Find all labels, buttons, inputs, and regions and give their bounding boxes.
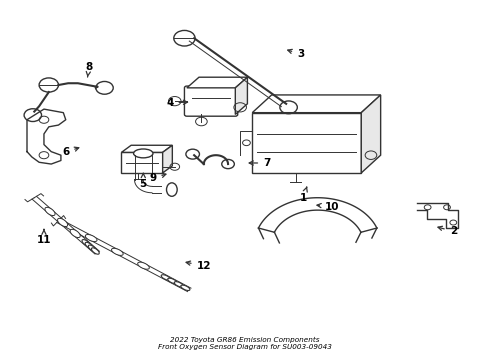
Ellipse shape: [88, 245, 96, 252]
Ellipse shape: [167, 183, 177, 196]
Ellipse shape: [57, 218, 68, 226]
Ellipse shape: [92, 248, 99, 254]
Text: 8: 8: [85, 62, 93, 77]
Text: 12: 12: [186, 261, 211, 271]
Ellipse shape: [138, 262, 149, 269]
Bar: [252, 113, 361, 173]
Polygon shape: [235, 77, 247, 114]
Ellipse shape: [82, 239, 90, 246]
Polygon shape: [252, 95, 381, 113]
Polygon shape: [163, 145, 172, 173]
Polygon shape: [361, 95, 381, 173]
Ellipse shape: [70, 229, 80, 238]
Ellipse shape: [161, 275, 171, 280]
Ellipse shape: [168, 278, 177, 284]
Text: 10: 10: [317, 202, 340, 212]
Ellipse shape: [134, 149, 153, 158]
Text: 7: 7: [249, 158, 270, 168]
Ellipse shape: [112, 248, 123, 255]
Polygon shape: [122, 145, 172, 152]
Text: 4: 4: [166, 98, 188, 108]
FancyBboxPatch shape: [184, 86, 238, 116]
Ellipse shape: [45, 207, 55, 216]
Text: 3: 3: [288, 49, 304, 59]
Text: 2: 2: [438, 226, 457, 237]
Text: 6: 6: [62, 147, 79, 157]
Text: 9: 9: [149, 173, 166, 183]
Ellipse shape: [181, 285, 190, 291]
Text: 5: 5: [140, 173, 147, 189]
Ellipse shape: [85, 234, 97, 242]
Polygon shape: [187, 77, 247, 88]
Ellipse shape: [85, 242, 93, 249]
Text: 2022 Toyota GR86 Emission Components
Front Oxygen Sensor Diagram for SU003-09043: 2022 Toyota GR86 Emission Components Fro…: [158, 337, 332, 350]
Bar: [122, 152, 163, 173]
Ellipse shape: [174, 282, 183, 287]
Text: 1: 1: [299, 187, 307, 203]
Text: 11: 11: [37, 230, 51, 245]
